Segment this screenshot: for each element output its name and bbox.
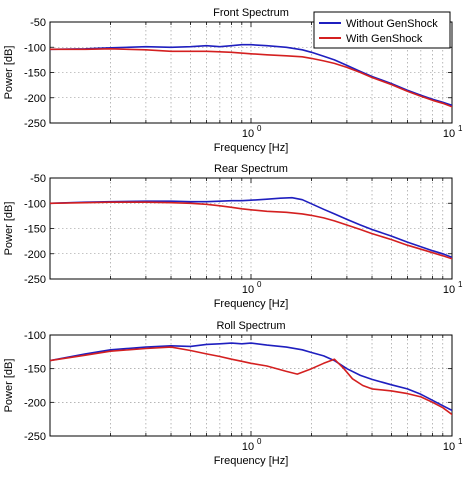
y-tick-label: -200	[24, 93, 46, 105]
x-axis-label: Frequency [Hz]	[214, 298, 289, 310]
y-tick-label: -50	[30, 173, 46, 185]
x-tick-exponent: 1	[458, 124, 463, 133]
legend-box	[313, 11, 451, 49]
y-tick-label: -100	[24, 198, 46, 210]
y-tick-label: -250	[24, 118, 46, 130]
x-tick-exponent: 1	[458, 437, 463, 446]
x-tick-label: 10	[242, 441, 254, 453]
x-tick-label: 10	[443, 128, 455, 140]
x-tick-exponent: 0	[257, 437, 262, 446]
y-tick-label: -250	[24, 274, 46, 286]
x-tick-label: 10	[443, 441, 455, 453]
y-tick-label: -100	[24, 42, 46, 54]
x-tick-label: 10	[242, 128, 254, 140]
y-tick-label: -200	[24, 397, 46, 409]
legend-label: Without GenShock	[346, 18, 438, 30]
x-tick-label: 10	[443, 284, 455, 296]
chart-title: Front Spectrum	[213, 7, 289, 19]
series-line-with-genshock	[50, 48, 452, 108]
y-tick-label: -150	[24, 68, 46, 80]
x-tick-exponent: 0	[257, 280, 262, 289]
legend-label: With GenShock	[346, 33, 423, 45]
y-tick-label: -100	[24, 330, 46, 342]
series-line-with-genshock	[50, 201, 452, 260]
y-tick-label: -150	[24, 364, 46, 376]
x-axis-label: Frequency [Hz]	[214, 455, 289, 467]
y-tick-label: -250	[24, 431, 46, 443]
series-line-without-genshock	[50, 196, 452, 259]
chart-title: Roll Spectrum	[216, 320, 285, 332]
y-axis-label: Power [dB]	[3, 46, 15, 100]
x-axis-label: Frequency [Hz]	[214, 142, 289, 154]
x-tick-label: 10	[242, 284, 254, 296]
series-line-without-genshock	[50, 342, 452, 412]
y-tick-label: -150	[24, 224, 46, 236]
series-line-with-genshock	[50, 346, 452, 416]
y-axis-label: Power [dB]	[3, 359, 15, 413]
x-tick-exponent: 1	[458, 280, 463, 289]
y-tick-label: -200	[24, 249, 46, 261]
y-axis-label: Power [dB]	[3, 202, 15, 256]
x-tick-exponent: 0	[257, 124, 262, 133]
legend: Without GenShock With GenShock	[313, 11, 451, 49]
chart-title: Rear Spectrum	[214, 163, 288, 175]
series-line-without-genshock	[50, 43, 452, 107]
y-tick-label: -50	[30, 17, 46, 29]
